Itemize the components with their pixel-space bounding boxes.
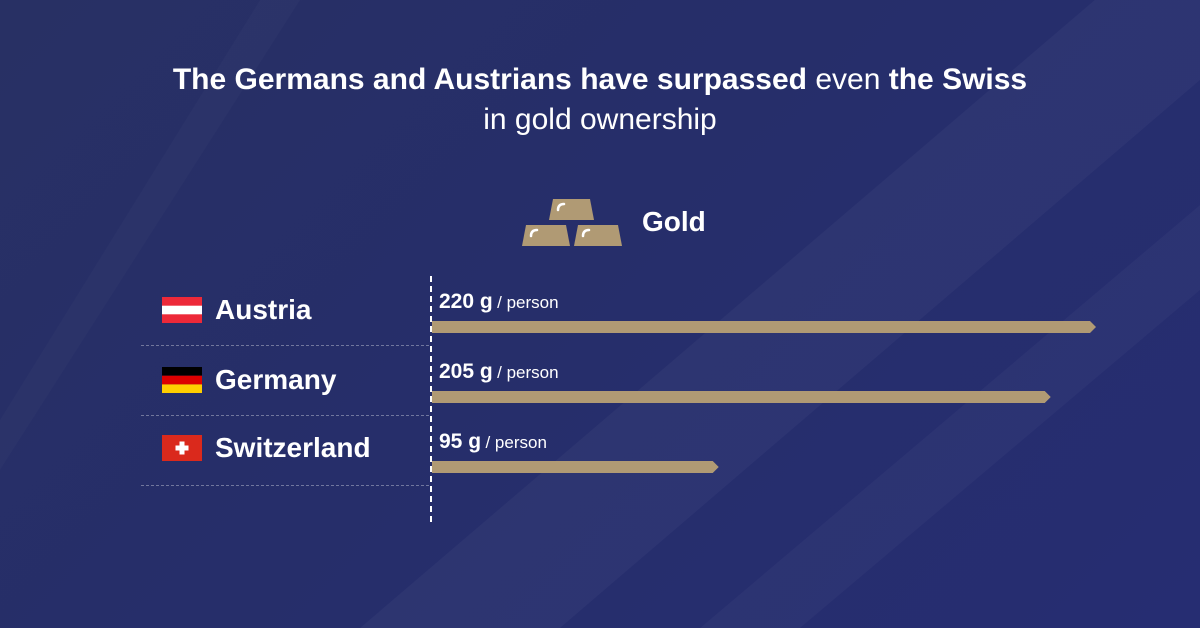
- unit-label: / person: [485, 433, 547, 452]
- row-austria: Austria: [141, 276, 429, 346]
- row-germany: Germany: [141, 346, 429, 416]
- germany-flag-icon: [162, 367, 202, 393]
- legend-label-gold: Gold: [642, 206, 706, 237]
- value-label-austria: 220 g / person: [439, 290, 559, 314]
- category-label: Switzerland: [215, 432, 371, 463]
- title-line-2: in gold ownership: [483, 103, 717, 136]
- gold-bars-icon: [522, 199, 622, 246]
- austria-flag-icon: [162, 297, 202, 323]
- title-part-3: the Swiss: [888, 63, 1028, 96]
- row-divider: [141, 345, 429, 346]
- value-label-switzerland: 95 g / person: [439, 430, 547, 454]
- title-part-2: even: [815, 63, 881, 96]
- bar-austria: [432, 321, 1096, 333]
- category-label: Germany: [215, 364, 337, 395]
- chart-title: The Germans and Austrians have surpassed…: [0, 60, 1200, 140]
- switzerland-flag-icon: [162, 435, 202, 461]
- value-label: 220 g: [439, 290, 493, 313]
- category-label: Austria: [215, 294, 312, 325]
- value-label-germany: 205 g / person: [439, 360, 559, 384]
- title-part-1: The Germans and Austrians have surpassed: [172, 63, 807, 96]
- unit-label: / person: [497, 293, 559, 312]
- bar-switzerland: [432, 461, 719, 473]
- row-divider: [141, 485, 429, 486]
- unit-label: / person: [497, 363, 559, 382]
- value-label: 205 g: [439, 360, 493, 383]
- axis-baseline: [430, 276, 432, 522]
- row-divider: [141, 415, 429, 416]
- bar-germany: [432, 391, 1051, 403]
- value-label: 95 g: [439, 430, 482, 453]
- row-switzerland: Switzerland: [141, 416, 429, 486]
